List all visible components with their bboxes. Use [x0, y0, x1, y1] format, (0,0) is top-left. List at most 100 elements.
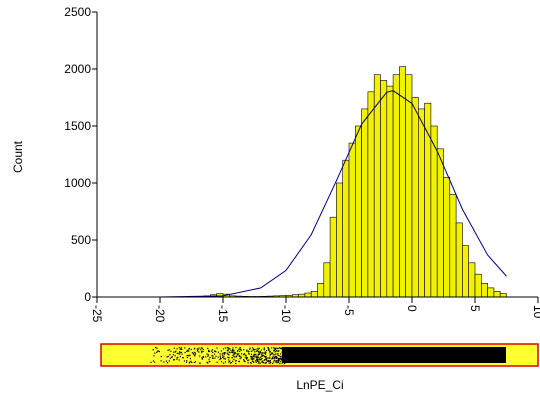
dot: [171, 356, 173, 359]
dot: [201, 350, 203, 353]
dot: [253, 356, 255, 358]
dot: [221, 353, 223, 355]
dot: [261, 357, 263, 360]
dot: [154, 361, 156, 363]
dot: [199, 355, 201, 357]
dot: [253, 348, 255, 350]
dot: [191, 352, 193, 354]
dot: [193, 351, 195, 353]
x-tick-label: 10: [531, 305, 540, 319]
dot: [170, 350, 172, 352]
dot: [233, 353, 235, 356]
dot: [256, 358, 258, 361]
bar: [430, 125, 438, 298]
dot: [262, 360, 264, 362]
dot: [265, 357, 267, 359]
dot: [189, 358, 192, 360]
dot: [206, 361, 208, 363]
dot: [222, 362, 225, 364]
dot: [190, 360, 192, 362]
dot: [271, 356, 274, 359]
dot: [212, 355, 214, 357]
dot: [251, 350, 253, 352]
dot: [243, 349, 245, 351]
dot: [263, 349, 265, 351]
dot: [228, 359, 230, 361]
dot: [239, 347, 242, 349]
dot: [178, 352, 180, 355]
dot: [242, 354, 245, 356]
dot: [208, 350, 211, 352]
dot: [168, 349, 170, 351]
y-tick-label: 0: [84, 290, 91, 304]
dot: [202, 348, 204, 351]
y-tick-label: 500: [71, 233, 91, 247]
dot: [200, 347, 202, 349]
dot: [248, 353, 250, 355]
dot: [269, 360, 272, 362]
dot: [223, 358, 225, 360]
dot: [281, 347, 283, 349]
dot: [233, 351, 235, 353]
dot: [233, 352, 235, 355]
dot: [276, 349, 278, 352]
dot: [274, 351, 276, 353]
dot: [260, 356, 262, 358]
dot: [205, 356, 207, 358]
dot: [219, 357, 222, 359]
dot: [226, 347, 228, 349]
dot: [283, 351, 285, 354]
dot: [255, 357, 257, 359]
dot: [279, 358, 282, 360]
dot: [275, 360, 277, 362]
dot: [187, 350, 189, 352]
dot: [220, 350, 222, 352]
dot: [231, 356, 233, 359]
dot: [238, 354, 240, 357]
dot: [179, 353, 181, 355]
dot: [266, 360, 268, 362]
dot: [265, 349, 268, 352]
dot: [212, 351, 214, 354]
dot: [247, 359, 249, 362]
dot: [278, 358, 280, 360]
dot: [234, 351, 236, 353]
dot: [160, 355, 162, 358]
dot: [260, 352, 262, 354]
dot: [228, 357, 230, 359]
dot: [223, 355, 225, 357]
dot: [214, 350, 216, 352]
dot: [189, 361, 191, 363]
dot: [229, 348, 231, 350]
dot: [238, 360, 241, 363]
dot: [188, 348, 190, 350]
dot: [163, 361, 165, 363]
dot: [201, 347, 203, 349]
bar: [361, 108, 369, 298]
dot: [252, 360, 254, 362]
dot: [246, 349, 248, 351]
dot: [269, 362, 272, 364]
dot: [173, 359, 176, 361]
dot: [207, 349, 210, 351]
bar: [354, 125, 362, 298]
dot: [235, 347, 237, 349]
fit-curve: [97, 90, 507, 298]
dot: [272, 357, 274, 360]
dot: [150, 361, 152, 363]
dot: [267, 361, 269, 363]
bar: [480, 283, 488, 298]
bar: [462, 245, 469, 298]
dot: [202, 350, 204, 353]
dot: [268, 362, 270, 364]
dot: [229, 360, 231, 362]
dot: [243, 359, 245, 361]
dot: [283, 354, 285, 356]
dot: [166, 356, 168, 358]
dot: [232, 354, 234, 356]
dot: [228, 347, 230, 349]
dot: [277, 347, 279, 350]
dot: [257, 360, 259, 363]
dot: [207, 347, 209, 349]
dot: [223, 352, 226, 354]
